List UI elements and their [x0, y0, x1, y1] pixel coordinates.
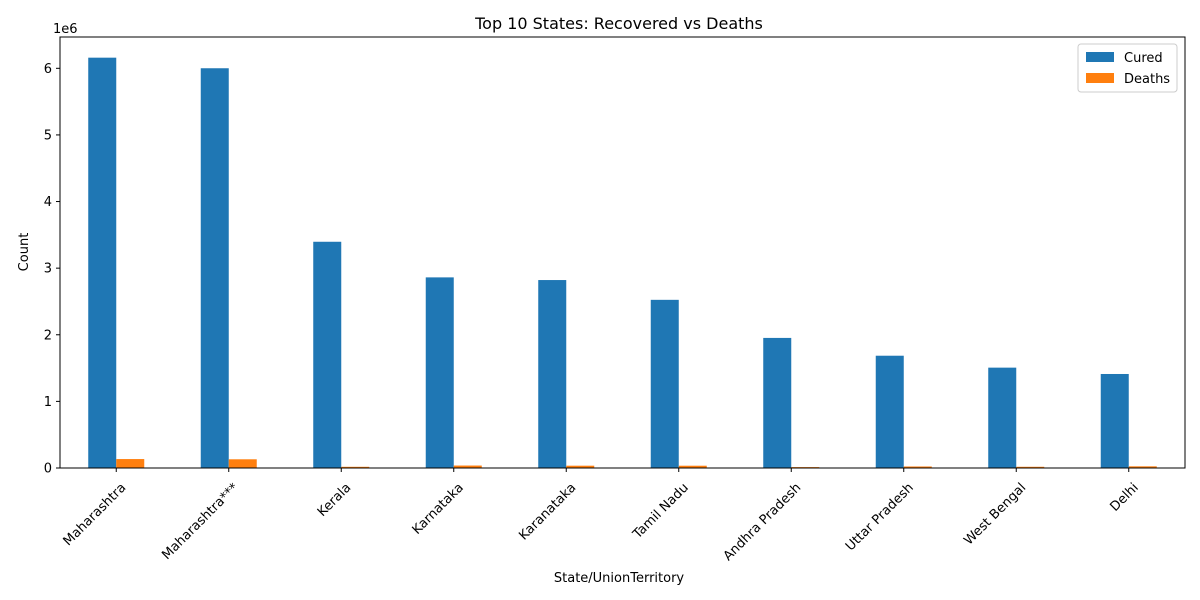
bar-cured-2: [313, 241, 342, 468]
bar-deaths-8: [1016, 466, 1045, 468]
y-tick-label-1: 1: [44, 395, 52, 410]
bar-deaths-1: [228, 459, 257, 468]
y-axis-multiplier: 1e6: [53, 22, 78, 37]
bar-deaths-7: [903, 466, 932, 468]
bar-deaths-2: [341, 466, 370, 468]
y-tick-label-2: 2: [44, 328, 52, 343]
legend-swatch-cured: [1086, 52, 1114, 62]
bar-deaths-0: [116, 459, 145, 468]
chart-title: Top 10 States: Recovered vs Deaths: [474, 14, 763, 33]
legend-label-cured: Cured: [1124, 51, 1163, 66]
y-tick-label-5: 5: [44, 128, 52, 143]
bar-cured-5: [650, 299, 679, 468]
bar-cured-8: [988, 367, 1017, 468]
legend-swatch-deaths: [1086, 73, 1114, 83]
bar-cured-7: [875, 355, 904, 468]
x-axis-label: State/UnionTerritory: [554, 571, 685, 586]
y-tick-label-0: 0: [44, 462, 52, 477]
bar-deaths-4: [566, 465, 595, 468]
y-tick-label-4: 4: [44, 195, 52, 210]
bar-cured-9: [1100, 373, 1129, 468]
plot-frame: [59, 36, 1186, 469]
bar-cured-4: [538, 280, 567, 468]
y-tick-label-3: 3: [44, 262, 52, 277]
bar-cured-3: [425, 277, 454, 468]
bar-cured-6: [763, 337, 792, 468]
legend: Cured Deaths: [1077, 43, 1178, 93]
bar-cured-0: [88, 57, 117, 469]
y-tick-label-6: 6: [44, 62, 52, 77]
bar-cured-1: [200, 68, 229, 468]
bar-deaths-5: [678, 465, 707, 468]
bar-deaths-3: [453, 465, 482, 468]
bar-deaths-9: [1128, 466, 1157, 468]
y-axis-label: Count: [17, 233, 32, 272]
legend-label-deaths: Deaths: [1124, 72, 1170, 87]
plot-area: Maharashtra Maharashtra*** Kerala Karnataka…: [44, 36, 1186, 564]
